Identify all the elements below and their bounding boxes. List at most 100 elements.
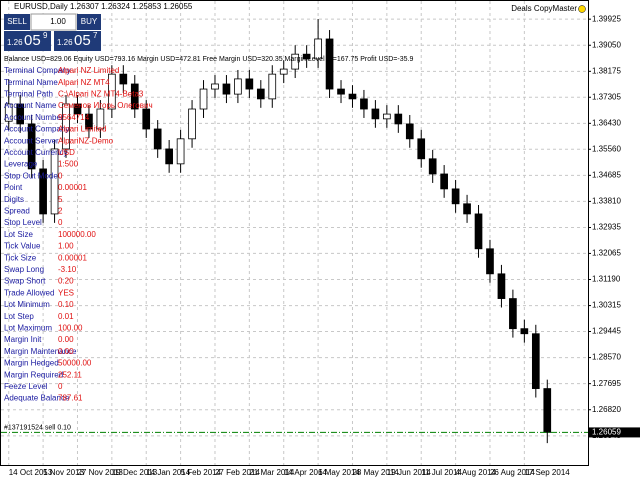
info-label: Stop Out Mode	[4, 171, 58, 180]
ask-box[interactable]	[54, 31, 101, 51]
sell-button[interactable]	[4, 14, 30, 30]
candle-body	[417, 138, 426, 160]
candle-body	[279, 68, 288, 75]
candle-body	[4, 103, 13, 122]
candle-body	[153, 128, 162, 150]
info-label: Leverage	[4, 160, 38, 169]
candle-body	[50, 148, 59, 215]
candle-body	[325, 38, 334, 90]
price-tag	[589, 427, 640, 438]
candle-body	[96, 108, 105, 130]
candle-body	[211, 83, 219, 90]
candle-body	[394, 113, 403, 125]
candle-body	[428, 158, 437, 175]
x-tick-label: 17 Sep 2014	[524, 468, 570, 477]
info-value: 5	[58, 195, 63, 204]
info-value: 0.00001	[58, 183, 87, 192]
y-tick-label: 1.31190	[592, 275, 621, 284]
y-tick-label: 1.29445	[592, 327, 621, 336]
x-tick-label: 19 Jun 2014	[387, 468, 432, 477]
candle-body	[486, 248, 494, 275]
expert-icon	[578, 5, 586, 13]
candle-body	[234, 78, 242, 95]
info-value: 2	[58, 207, 63, 216]
candle-body	[245, 78, 254, 90]
info-value: C:\Alpari NZ MT4-Beta3	[58, 90, 144, 99]
bid-sup: 9	[43, 31, 48, 40]
ask-small: 1.26	[57, 38, 73, 47]
candle-body	[62, 103, 70, 150]
info-value: 0	[58, 171, 63, 180]
info-value: 0.01	[58, 312, 74, 321]
info-label: Account Name	[4, 101, 57, 110]
info-label: Margin Hedged	[4, 359, 59, 368]
info-value: YES	[58, 288, 74, 297]
candle-body	[16, 103, 25, 125]
info-value: 100.00	[58, 324, 83, 333]
info-value: Семенов Игорь Олегович	[58, 101, 153, 110]
ask-big: 05	[74, 32, 91, 49]
candle-body	[256, 88, 265, 100]
info-value: AlpariNZ-Demo	[58, 136, 114, 145]
candle-body	[222, 83, 231, 95]
lot-value: 1.00	[50, 17, 66, 26]
info-value: Alpari NZ MT4	[58, 78, 110, 87]
info-label: Lot Size	[4, 230, 33, 239]
y-tick-label: 1.30315	[592, 301, 621, 310]
info-label: Terminal Company	[4, 66, 71, 75]
ask-sup: 7	[93, 31, 98, 40]
info-label: Account Server	[4, 136, 59, 145]
info-value: 100000.00	[58, 230, 96, 239]
info-label: Margin Maintenance	[4, 347, 77, 356]
candle-body	[509, 298, 517, 330]
info-label: Spread	[4, 207, 30, 216]
info-label: Account Currency	[4, 148, 68, 157]
candle-body	[199, 88, 208, 110]
bid-small: 1.26	[7, 38, 23, 47]
candle-body	[497, 273, 506, 299]
bid-box[interactable]	[4, 31, 51, 51]
info-label: Feeze Level	[4, 382, 48, 391]
y-tick-label: 1.27695	[592, 379, 621, 388]
candle-body	[268, 73, 277, 100]
candle-body	[165, 148, 173, 165]
candle-body	[85, 113, 93, 130]
y-tick-label: 1.34685	[592, 170, 621, 179]
candle-body	[474, 213, 483, 250]
y-tick-label: 1.37305	[592, 92, 621, 101]
candle-body	[543, 388, 552, 433]
buy-label: BUY	[81, 17, 98, 26]
info-value: 0	[58, 218, 63, 227]
y-tick-label: 1.32935	[592, 223, 621, 232]
expert-name: Deals CopyMaster	[511, 4, 577, 13]
info-label: Swap Long	[4, 265, 44, 274]
info-value: 1:500	[58, 160, 79, 169]
info-label: Account Company	[4, 125, 69, 134]
info-value: 0.00001	[58, 253, 87, 262]
x-tick-label: 4 Aug 2014	[456, 468, 497, 477]
info-label: Account Number	[4, 113, 64, 122]
candle-body	[440, 173, 448, 190]
info-value: 9564714	[58, 113, 90, 122]
candle-body	[348, 93, 357, 100]
candle-body	[405, 123, 414, 140]
buy-button[interactable]	[77, 14, 101, 30]
info-value: 0.00	[58, 347, 74, 356]
price-tag-label: 1.26059	[592, 428, 621, 437]
y-tick-label: 1.33810	[592, 197, 621, 206]
y-tick-label: 1.26820	[592, 405, 621, 414]
candle-body	[176, 138, 185, 165]
info-value: 787.61	[58, 394, 83, 403]
x-tick-label: 5 Nov 2013	[43, 468, 84, 477]
info-value: 50000.00	[58, 359, 92, 368]
info-label: Adequate Balance	[4, 394, 70, 403]
lot-input[interactable]	[30, 13, 77, 31]
candle-body	[73, 103, 82, 115]
x-tick-label: 14 Jan 2014	[146, 468, 191, 477]
info-value: USD	[58, 148, 75, 157]
candle-body	[130, 83, 139, 110]
x-tick-label: 21 Mar 2014	[249, 468, 294, 477]
candle-body	[463, 203, 471, 215]
x-tick-label: 27 Nov 2013	[77, 468, 123, 477]
info-label: Tick Size	[4, 253, 37, 262]
